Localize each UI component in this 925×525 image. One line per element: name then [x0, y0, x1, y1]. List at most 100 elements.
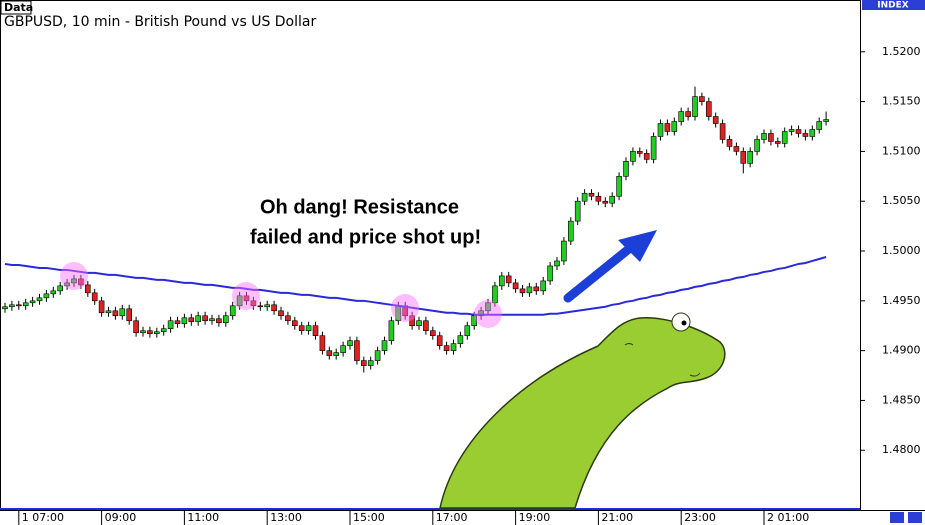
candle-body	[202, 315, 208, 322]
candle-body	[492, 285, 498, 304]
highlight	[60, 262, 88, 290]
candle-body	[29, 300, 36, 304]
candle-body	[174, 320, 181, 325]
candle-body	[312, 325, 319, 336]
x-tick-label: 13:00	[270, 511, 302, 524]
arrow-shaft	[563, 243, 635, 303]
y-tick-label: 1.5100	[882, 144, 921, 157]
candle-body	[147, 330, 153, 334]
plot-area	[2, 86, 829, 373]
candle-body	[9, 304, 15, 308]
dinosaur-pupil	[681, 320, 687, 326]
nav-button[interactable]	[908, 512, 922, 523]
candle-body	[692, 96, 698, 117]
x-tick-label: 09:00	[105, 511, 137, 524]
candle-body	[754, 139, 760, 152]
y-tick-label: 1.5150	[882, 95, 921, 108]
candle-body	[285, 315, 291, 322]
index-label: INDEX	[877, 1, 908, 11]
x-tick-label: 1 07:00	[22, 511, 64, 524]
candle-body	[2, 306, 8, 310]
candle-body	[747, 151, 754, 164]
candle-body	[271, 304, 277, 312]
candle-body	[616, 176, 622, 197]
candle-body	[167, 320, 174, 330]
candle-body	[278, 310, 284, 317]
candle-body	[671, 121, 678, 132]
index-box	[862, 0, 925, 10]
candle-body	[547, 265, 553, 282]
candle-body	[195, 315, 201, 323]
candle-body	[209, 318, 215, 322]
candle-body	[181, 317, 188, 325]
data-box	[0, 0, 32, 15]
candle-body	[374, 350, 381, 361]
candle-body	[664, 123, 671, 132]
y-tick-label: 1.5200	[882, 45, 921, 58]
candle-body	[133, 320, 139, 333]
dinosaur-body	[439, 317, 726, 509]
x-tick-label: 17:00	[436, 511, 468, 524]
candle-body	[360, 360, 367, 366]
candle-body	[291, 320, 298, 327]
candle-body	[795, 129, 802, 134]
candle-body	[650, 136, 657, 160]
moving-average-line	[4, 256, 827, 316]
candle-body	[64, 282, 70, 287]
candle-body	[719, 123, 726, 140]
candle-body	[85, 284, 91, 294]
x-tick-label: 23:00	[684, 511, 716, 524]
candle-body	[223, 315, 229, 324]
candle-body	[774, 141, 781, 144]
candle-body	[105, 310, 112, 314]
candle-body	[98, 300, 105, 314]
candle-body	[319, 335, 326, 351]
candle-body	[264, 304, 271, 308]
candle-body	[409, 315, 415, 327]
candle-body	[429, 330, 436, 336]
candle-body	[595, 195, 602, 202]
candle-body	[609, 195, 616, 204]
candle-body	[788, 129, 795, 132]
plot-frame	[0, 0, 861, 511]
candle-body	[567, 220, 574, 242]
candle-body	[581, 192, 588, 202]
candle-body	[540, 280, 547, 292]
candle-body	[71, 278, 77, 284]
y-tick-label: 1.5050	[882, 194, 921, 207]
candle-body	[533, 286, 540, 292]
nav-button[interactable]	[890, 512, 904, 523]
candle-body	[298, 325, 305, 332]
candle-body	[416, 320, 422, 327]
candle-body	[250, 300, 257, 307]
candle-body	[333, 352, 340, 356]
candle-body	[367, 360, 374, 366]
candle-body	[340, 345, 346, 353]
dinosaur	[439, 312, 726, 509]
dinosaur-eye	[671, 312, 691, 332]
candle-body	[36, 297, 43, 302]
y-tick-label: 1.4900	[882, 344, 921, 357]
candle-body	[643, 153, 650, 160]
candle-body	[22, 302, 29, 307]
y-tick-label: 1.4950	[882, 294, 921, 307]
candle-body	[436, 335, 443, 346]
x-tick-label: 2 01:00	[767, 511, 809, 524]
candle-body	[505, 275, 512, 284]
highlight	[391, 294, 419, 322]
x-tick-label: 21:00	[601, 511, 633, 524]
y-tick-label: 1.4850	[882, 393, 921, 406]
candle-body	[733, 146, 740, 152]
candle-body	[140, 330, 146, 333]
candle-body	[554, 260, 560, 267]
x-tick-label: 19:00	[519, 511, 551, 524]
candle-body	[498, 275, 505, 287]
arrow-head	[618, 230, 657, 262]
annotation: Oh dang! Resistance	[260, 196, 459, 218]
candle-body	[91, 292, 98, 302]
candle-body	[326, 350, 333, 356]
candle-body	[705, 101, 712, 117]
chart-title: GBPUSD, 10 min - British Pound vs US Dol…	[4, 14, 316, 30]
